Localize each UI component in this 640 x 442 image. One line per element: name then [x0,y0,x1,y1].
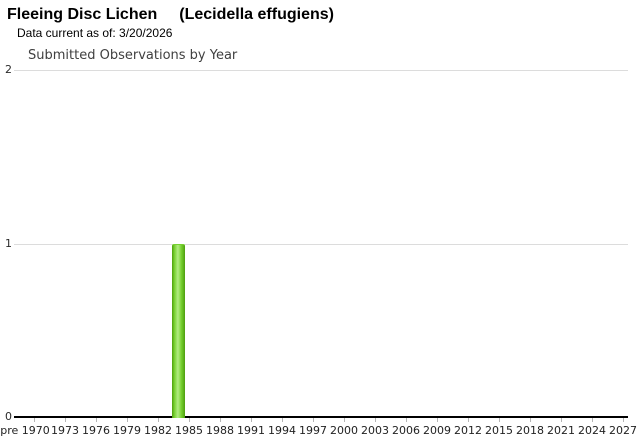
x-tick-label: 1976 [82,424,110,437]
x-tick [96,418,97,422]
x-tick-label: 2024 [578,424,606,437]
x-tick [437,418,438,422]
x-tick [375,418,376,422]
x-tick-label: 2000 [330,424,358,437]
x-tick-label: 2021 [547,424,575,437]
x-tick [623,418,624,422]
x-tick-label: pre 1970 [0,424,50,437]
x-tick-label: 1982 [144,424,172,437]
x-tick-label: 1991 [237,424,265,437]
x-tick [406,418,407,422]
x-tick-label: 1988 [206,424,234,437]
y-axis-label: 2 [5,63,12,76]
x-tick [220,418,221,422]
x-tick-label: 1985 [175,424,203,437]
x-tick [34,418,35,422]
x-tick-label: 1973 [51,424,79,437]
y-axis-label: 0 [5,410,12,423]
x-tick [592,418,593,422]
scientific-name: (Lecidella effugiens) [179,6,334,23]
x-tick [158,418,159,422]
x-tick [282,418,283,422]
x-tick-label: 2027 [609,424,637,437]
x-tick-label: 2015 [485,424,513,437]
x-tick [561,418,562,422]
x-tick [468,418,469,422]
chart-title: Submitted Observations by Year [28,48,238,63]
x-tick [127,418,128,422]
page-title: Fleeing Disc Lichen (Lecidella effugiens) [7,5,334,24]
x-tick-label: 1994 [268,424,296,437]
x-tick-label: 2009 [423,424,451,437]
x-tick [499,418,500,422]
x-tick [251,418,252,422]
x-tick [189,418,190,422]
common-name: Fleeing Disc Lichen [7,6,158,23]
data-current-note: Data current as of: 3/20/2026 [17,26,173,40]
x-axis-line [14,416,628,418]
x-tick [313,418,314,422]
x-tick-label: 2006 [392,424,420,437]
x-tick-label: 2003 [361,424,389,437]
x-tick [344,418,345,422]
x-tick-label: 2018 [516,424,544,437]
x-tick-label: 1979 [113,424,141,437]
x-tick-label: 2012 [454,424,482,437]
y-gridline [14,70,628,71]
y-gridline [14,243,628,245]
y-axis-label: 1 [5,236,12,250]
x-tick [65,418,66,422]
x-tick [530,418,531,422]
x-tick-label: 1997 [299,424,327,437]
observation-bar [172,243,186,418]
